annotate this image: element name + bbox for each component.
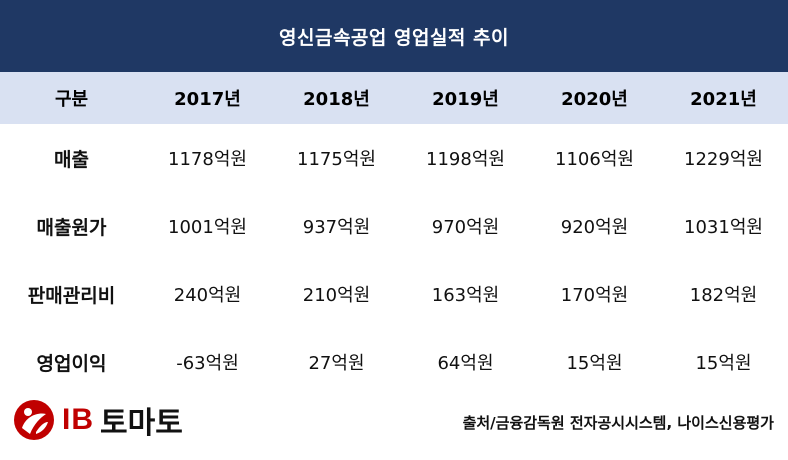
table-row-revenue: 매출 1178억원 1175억원 1198억원 1106억원 1229억원	[0, 124, 788, 192]
table-cell: 1198억원	[426, 149, 505, 170]
table-row-operating-profit: 영업이익 -63억원 27억원 64억원 15억원 15억원	[0, 328, 788, 396]
table-cell: 937억원	[302, 217, 371, 238]
table-cell: 1175억원	[297, 149, 376, 170]
table-cell: 1106억원	[555, 149, 634, 170]
table-cell: 15억원	[695, 353, 752, 374]
table-cell: 15억원	[566, 353, 623, 374]
table-cell: 163억원	[431, 285, 500, 306]
row-label: 매출	[54, 148, 89, 171]
row-label: 판매관리비	[27, 284, 116, 307]
table-cell: 27억원	[308, 353, 365, 374]
row-label: 매출원가	[36, 216, 107, 239]
table-cell: 64억원	[437, 353, 494, 374]
table-title: 영신금속공업 영업실적 추이	[0, 0, 788, 72]
table-cell: 1031억원	[684, 217, 763, 238]
table-cell: -63억원	[176, 353, 239, 374]
header-2019: 2019년	[432, 89, 499, 110]
row-label: 영업이익	[36, 352, 107, 375]
table-cell: 210억원	[302, 285, 371, 306]
logo-ib-text: IB	[62, 403, 94, 436]
header-category: 구분	[54, 89, 89, 110]
table-cell: 970억원	[431, 217, 500, 238]
header-2020: 2020년	[561, 89, 628, 110]
ibtomato-logo: IB 토마토	[12, 398, 183, 442]
table-cell: 1178억원	[168, 149, 247, 170]
footer: IB 토마토 출처/금융감독원 전자공시시스템, 나이스신용평가	[0, 390, 788, 460]
table-cell: 1001억원	[168, 217, 247, 238]
table-row-cost-of-sales: 매출원가 1001억원 937억원 970억원 920억원 1031억원	[0, 192, 788, 260]
performance-table: 구분 2017년 2018년 2019년 2020년 2021년 매출 1178…	[0, 72, 788, 396]
header-2021: 2021년	[690, 89, 757, 110]
logo-name-text: 토마토	[100, 406, 183, 441]
header-2017: 2017년	[174, 89, 241, 110]
table-header-row: 구분 2017년 2018년 2019년 2020년 2021년	[0, 72, 788, 124]
header-2018: 2018년	[303, 89, 370, 110]
table-row-sga: 판매관리비 240억원 210억원 163억원 170억원 182억원	[0, 260, 788, 328]
source-note: 출처/금융감독원 전자공시시스템, 나이스신용평가	[462, 414, 774, 432]
table-cell: 240억원	[173, 285, 242, 306]
table-cell: 170억원	[560, 285, 629, 306]
table-cell: 1229억원	[684, 149, 763, 170]
table-cell: 920억원	[560, 217, 629, 238]
table-cell: 182억원	[689, 285, 758, 306]
ibtomato-logo-icon	[14, 400, 54, 440]
